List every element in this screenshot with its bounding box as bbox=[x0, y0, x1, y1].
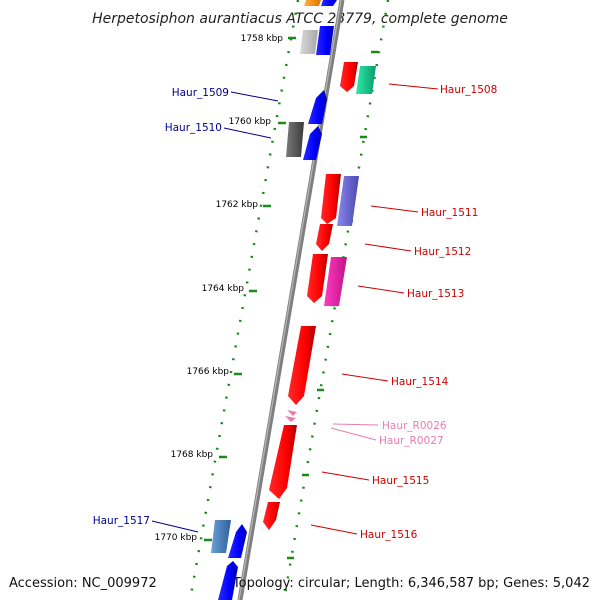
gene-blue-partial-top[interactable] bbox=[321, 0, 337, 6]
gene-haur-1516[interactable] bbox=[263, 502, 280, 530]
gene-haur-1508-red[interactable] bbox=[340, 62, 358, 92]
gene-blue-1758[interactable] bbox=[316, 26, 334, 55]
gene-haur-r0026[interactable] bbox=[287, 410, 297, 416]
genome-summary-text: Topology: circular; Length: 6,346,587 bp… bbox=[232, 576, 590, 591]
kbp-label-1760: 1760 kbp bbox=[229, 117, 272, 127]
gene-blue-bottom[interactable] bbox=[218, 561, 238, 600]
kbp-label-1766: 1766 kbp bbox=[187, 367, 230, 377]
dotted-guide-left bbox=[188, 0, 300, 600]
kbp-label-1764: 1764 kbp bbox=[202, 284, 245, 294]
gene-haur-1517[interactable] bbox=[211, 520, 231, 553]
gene-grey-1758[interactable] bbox=[300, 30, 318, 54]
gene-label-haur-1508[interactable]: Haur_1508 bbox=[440, 84, 497, 96]
label-leader-lines bbox=[151, 83, 439, 535]
gene-haur-1509[interactable] bbox=[308, 90, 327, 124]
gene-haur-1510-blue[interactable] bbox=[303, 126, 322, 160]
gene-label-haur-1509[interactable]: Haur_1509 bbox=[172, 87, 229, 99]
accession-text: Accession: NC_009972 bbox=[9, 576, 157, 591]
gene-label-haur-1511[interactable]: Haur_1511 bbox=[421, 207, 478, 219]
gene-label-haur-1517[interactable]: Haur_1517 bbox=[93, 515, 150, 527]
kbp-label-1770: 1770 kbp bbox=[155, 533, 198, 543]
gene-haur-r0027[interactable] bbox=[285, 416, 296, 422]
kbp-label-1762: 1762 kbp bbox=[216, 200, 259, 210]
gene-label-haur-1515[interactable]: Haur_1515 bbox=[372, 475, 429, 487]
gene-label-haur-1513[interactable]: Haur_1513 bbox=[407, 288, 464, 300]
gene-label-haur-1516[interactable]: Haur_1516 bbox=[360, 529, 418, 541]
dotted-guide-right bbox=[282, 0, 390, 600]
gene-label-haur-1512[interactable]: Haur_1512 bbox=[414, 246, 471, 258]
gene-haur-1515[interactable] bbox=[269, 425, 297, 499]
gene-haur-1511-red[interactable] bbox=[321, 174, 341, 224]
gene-haur-1510[interactable] bbox=[286, 122, 304, 157]
gene-haur-1512[interactable] bbox=[316, 224, 333, 251]
gene-haur-1514[interactable] bbox=[288, 326, 316, 405]
gene-haur-1513-red[interactable] bbox=[307, 254, 328, 303]
gene-orange-partial[interactable] bbox=[304, 0, 321, 6]
kbp-label-1768: 1768 kbp bbox=[171, 450, 214, 460]
gene-label-haur-1510[interactable]: Haur_1510 bbox=[165, 122, 222, 134]
gene-label-haur-1514[interactable]: Haur_1514 bbox=[391, 376, 449, 388]
gene-haur-1513[interactable] bbox=[324, 257, 347, 306]
gene-haur-1508[interactable] bbox=[356, 66, 376, 94]
gene-haur-1517-blue[interactable] bbox=[228, 524, 247, 558]
gene-haur-1511[interactable] bbox=[337, 176, 359, 226]
gene-label-haur-r0027[interactable]: Haur_R0027 bbox=[379, 435, 444, 447]
gene-label-haur-r0026[interactable]: Haur_R0026 bbox=[382, 420, 447, 432]
kbp-label-1758: 1758 kbp bbox=[241, 34, 284, 44]
genome-title: Herpetosiphon aurantiacus ATCC 23779, co… bbox=[92, 11, 508, 27]
